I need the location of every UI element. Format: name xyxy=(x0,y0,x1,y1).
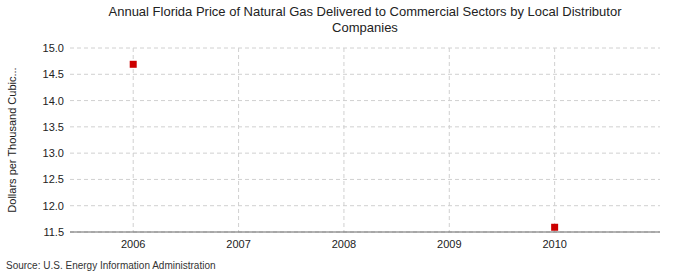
grid-line-y xyxy=(70,100,660,101)
title-line: Companies xyxy=(332,20,398,35)
x-tick-label: 2006 xyxy=(121,238,145,250)
y-tick-label: 15.0 xyxy=(43,42,64,54)
y-tick-label: 11.5 xyxy=(43,226,64,238)
y-tick-label: 12.5 xyxy=(43,173,64,185)
y-tick-label: 13.0 xyxy=(43,147,64,159)
y-axis-label: Dollars per Thousand Cubic... xyxy=(6,67,18,212)
grid-line-y xyxy=(70,232,660,233)
grid-line-y xyxy=(70,205,660,206)
x-tick-label: 2010 xyxy=(542,238,566,250)
x-tick-label: 2007 xyxy=(226,238,250,250)
grid-line-y xyxy=(70,179,660,180)
grid-line-x xyxy=(133,48,134,232)
grid-line-x xyxy=(449,48,450,232)
x-axis-line xyxy=(70,232,660,233)
title-line: Annual Florida Price of Natural Gas Deli… xyxy=(109,4,623,19)
y-tick-label: 14.0 xyxy=(43,95,64,107)
y-tick-label: 12.0 xyxy=(43,200,64,212)
grid-line-y xyxy=(70,74,660,75)
y-tick-label: 13.5 xyxy=(43,121,64,133)
x-tick-label: 2008 xyxy=(332,238,356,250)
grid-line-y xyxy=(70,48,660,49)
grid xyxy=(70,48,660,232)
grid-line-x xyxy=(554,48,555,232)
grid-line-x xyxy=(238,48,239,232)
chart-container: Annual Florida Price of Natural Gas Deli… xyxy=(0,0,675,275)
y-tick-label: 14.5 xyxy=(43,68,64,80)
grid-line-y xyxy=(70,153,660,154)
point xyxy=(551,224,558,231)
chart: Annual Florida Price of Natural Gas Deli… xyxy=(0,0,675,275)
point xyxy=(130,61,137,68)
grid-line-y xyxy=(70,126,660,127)
x-tick-label: 2009 xyxy=(437,238,461,250)
grid-line-x xyxy=(343,48,344,232)
source-note: Source: U.S. Energy Information Administ… xyxy=(6,260,216,271)
title: Annual Florida Price of Natural Gas Deli… xyxy=(109,4,623,35)
points xyxy=(130,61,558,231)
